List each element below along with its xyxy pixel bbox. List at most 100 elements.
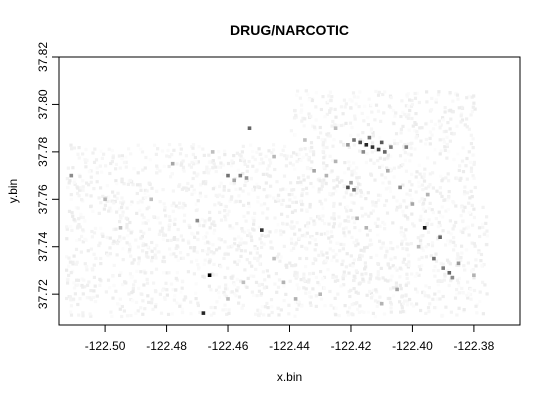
background-bin	[140, 292, 144, 296]
background-bin	[122, 182, 126, 186]
background-bin	[308, 241, 312, 245]
background-bin	[443, 198, 447, 202]
background-bin	[456, 256, 461, 261]
background-bin	[469, 169, 473, 173]
background-bin	[400, 303, 404, 307]
background-bin	[253, 245, 257, 249]
background-bin	[174, 276, 178, 280]
background-bin	[176, 227, 180, 232]
background-bin	[259, 203, 263, 207]
background-bin	[300, 234, 304, 238]
background-bin	[211, 166, 215, 170]
background-bin	[461, 170, 466, 174]
background-bin	[418, 172, 422, 176]
background-bin	[305, 256, 309, 261]
background-bin	[421, 218, 426, 222]
background-bin	[430, 133, 434, 137]
background-bin	[446, 121, 450, 125]
background-bin	[255, 246, 259, 251]
background-bin	[347, 271, 351, 275]
background-bin	[413, 129, 417, 133]
background-bin	[401, 110, 405, 114]
background-bin	[208, 210, 212, 214]
background-bin	[282, 230, 286, 234]
background-bin	[137, 286, 141, 290]
background-bin	[98, 283, 102, 287]
background-bin	[65, 237, 69, 241]
background-bin	[95, 294, 99, 298]
background-bin	[337, 224, 341, 228]
background-bin	[227, 311, 231, 315]
background-bin	[410, 98, 414, 103]
background-bin	[376, 159, 380, 163]
heatmap-cell	[281, 280, 286, 285]
background-bin	[239, 154, 243, 158]
background-bin	[208, 160, 212, 164]
background-bin	[94, 256, 98, 260]
background-bin	[348, 306, 352, 310]
background-bin	[222, 185, 226, 189]
background-bin	[142, 283, 146, 287]
background-bin	[307, 146, 311, 150]
background-bin	[148, 248, 152, 252]
heatmap-cell	[170, 161, 175, 166]
background-bin	[409, 302, 414, 306]
background-bin	[236, 168, 240, 172]
background-bin	[410, 141, 414, 145]
background-bin	[434, 259, 439, 263]
background-bin	[449, 279, 453, 283]
background-bin	[352, 274, 356, 278]
background-bin	[458, 164, 462, 168]
background-bin	[304, 224, 308, 228]
background-bin	[257, 289, 261, 293]
background-bin	[267, 274, 271, 278]
background-bin	[183, 295, 187, 299]
background-bin	[459, 255, 463, 260]
background-bin	[321, 277, 325, 281]
heatmap-cell	[398, 185, 402, 190]
background-bin	[433, 292, 437, 296]
y-tick-label: 37.80	[36, 89, 50, 119]
background-bin	[195, 258, 199, 262]
background-bin	[76, 206, 80, 210]
background-bin	[342, 143, 346, 147]
background-bin	[471, 174, 475, 178]
background-bin	[425, 223, 429, 227]
background-bin	[295, 93, 299, 97]
background-bin	[109, 161, 113, 166]
background-bin	[485, 215, 489, 219]
background-bin	[269, 246, 273, 250]
background-bin	[269, 161, 273, 165]
background-bin	[285, 214, 290, 219]
background-bin	[75, 278, 79, 282]
background-bin	[189, 300, 193, 304]
background-bin	[328, 247, 332, 251]
background-bin	[69, 271, 73, 275]
background-bin	[411, 124, 415, 128]
background-bin	[128, 245, 132, 249]
background-bin	[236, 286, 240, 290]
background-bin	[177, 184, 181, 188]
background-bin	[383, 176, 388, 180]
background-bin	[258, 162, 262, 166]
background-bin	[246, 233, 250, 238]
background-bin	[288, 279, 292, 283]
background-bin	[447, 179, 451, 183]
background-bin	[138, 183, 142, 187]
background-bin	[404, 262, 408, 267]
background-bin	[301, 174, 305, 178]
background-bin	[291, 163, 295, 167]
background-bin	[428, 201, 432, 205]
background-bin	[292, 151, 296, 155]
background-bin	[237, 259, 241, 263]
background-bin	[319, 107, 323, 112]
background-bin	[72, 297, 76, 301]
background-bin	[462, 264, 466, 268]
background-bin	[250, 264, 254, 268]
heatmap-cell	[416, 244, 421, 249]
background-bin	[369, 173, 374, 177]
background-bin	[434, 98, 438, 102]
background-bin	[230, 159, 234, 163]
background-bin	[364, 265, 368, 269]
background-bin	[202, 262, 206, 266]
